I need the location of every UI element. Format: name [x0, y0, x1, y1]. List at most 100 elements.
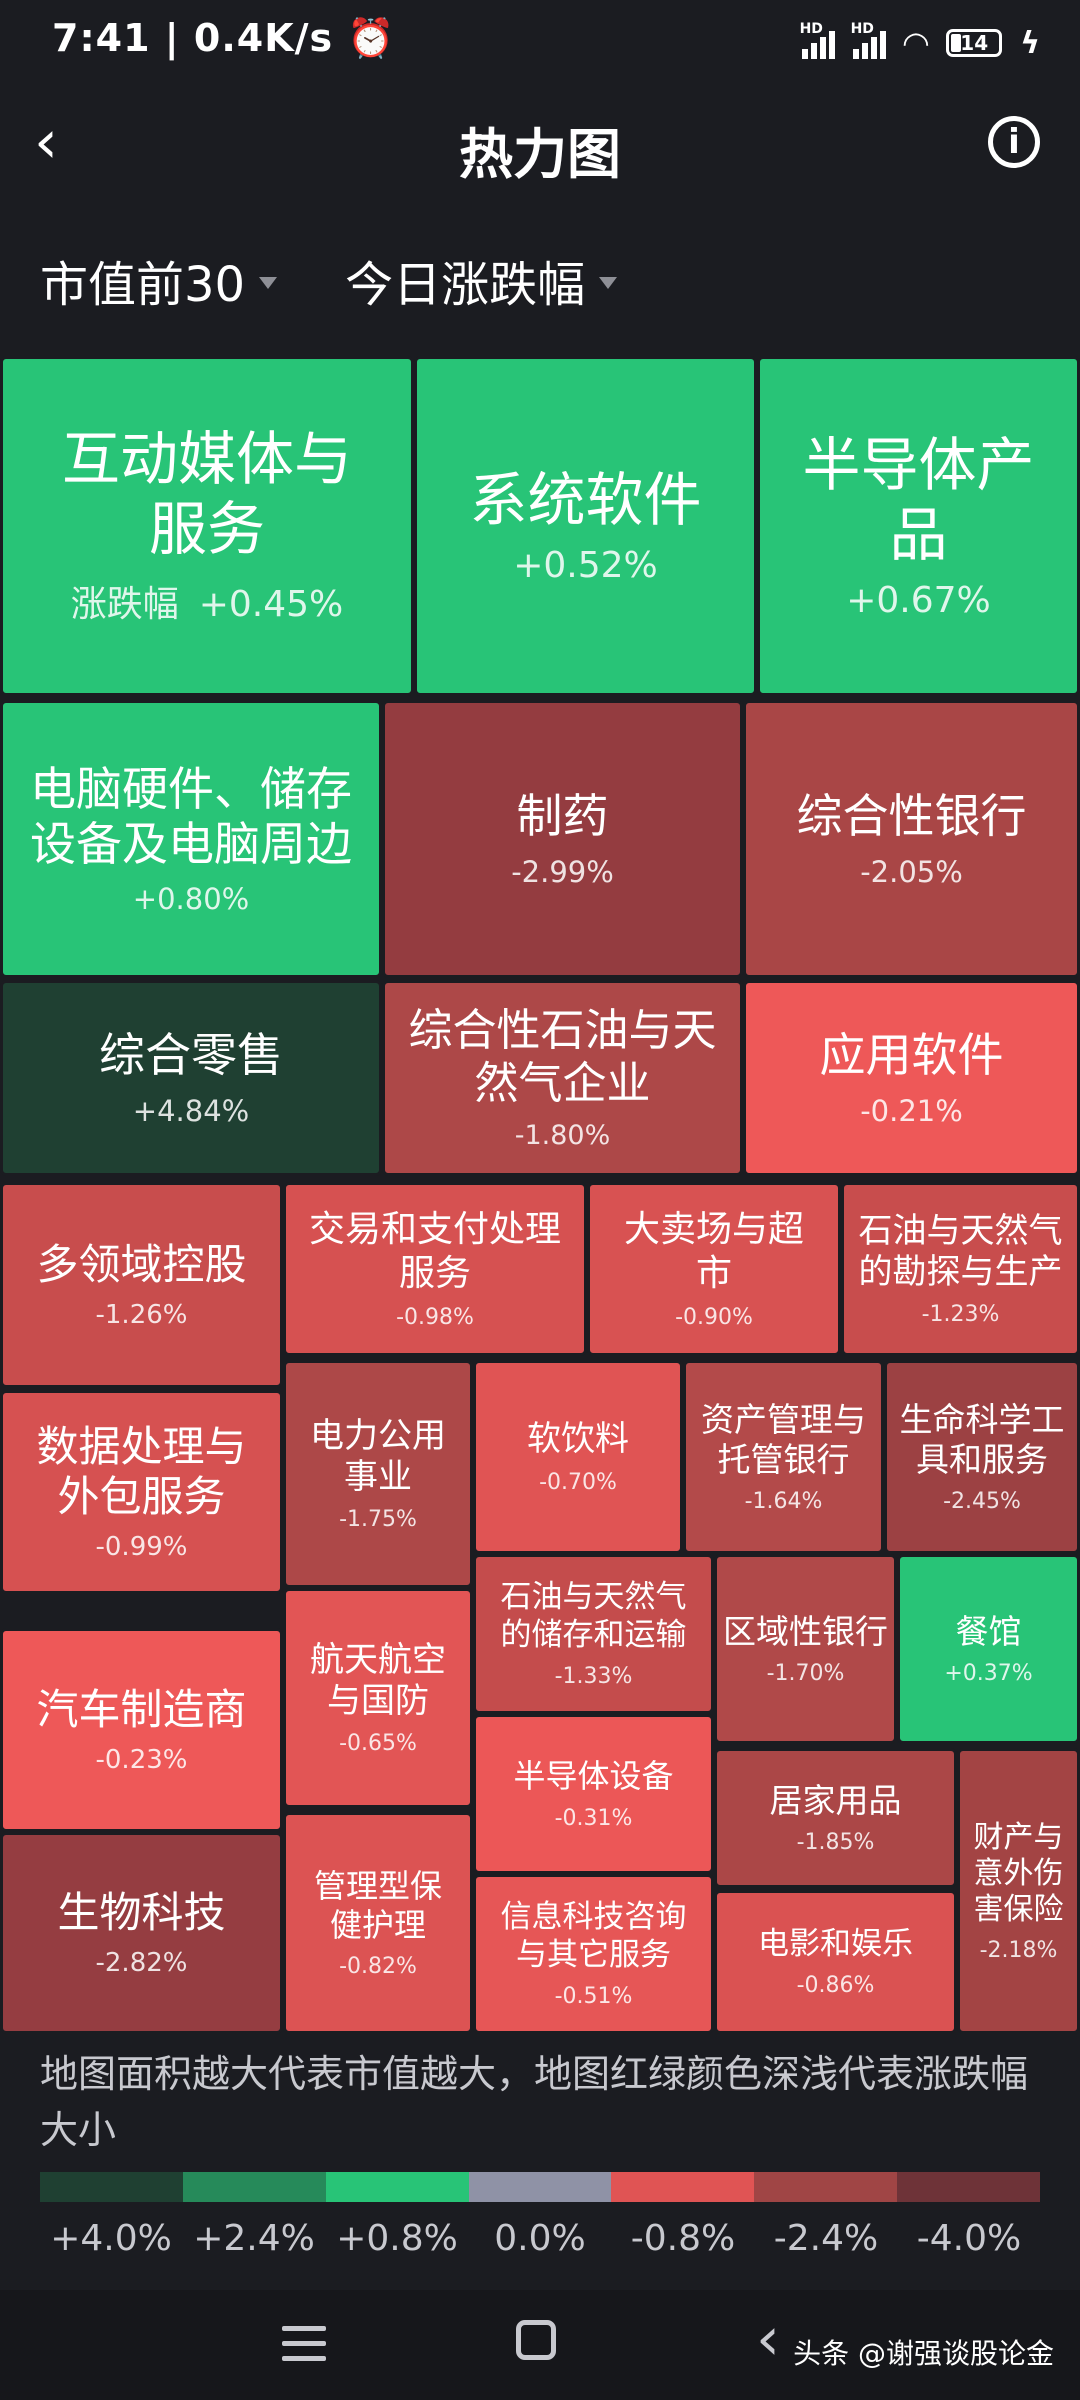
signal-icon: HD [800, 21, 835, 59]
change-value: -1.70% [766, 1661, 845, 1687]
heatmap-tile[interactable]: 汽车制造商 -0.23% [0, 1628, 283, 1832]
legend-swatch [325, 2172, 469, 2202]
tile-name: 电影和娱乐 [758, 1925, 913, 1962]
heatmap-tile[interactable]: 生命科学工 具和服务 -2.45% [884, 1360, 1080, 1554]
tile-name: 系统软件 [469, 465, 702, 534]
tile-change: +0.37% [944, 1661, 1032, 1686]
tile-change: +0.52% [513, 545, 658, 586]
change-value: -2.05% [860, 854, 963, 889]
heatmap-tile[interactable]: 航天航空 与国防 -0.65% [283, 1588, 473, 1808]
heatmap-tile[interactable]: 石油与天然气 的勘探与生产 -1.23% [841, 1182, 1080, 1356]
heatmap-tile[interactable]: 生物科技 -2.82% [0, 1832, 283, 2034]
change-value: -0.82% [339, 1953, 417, 1979]
tile-name: 多领域控股 [36, 1239, 247, 1289]
tile-change: -1.23% [922, 1302, 1000, 1327]
heatmap-tile[interactable]: 交易和支付处理 服务 -0.98% [283, 1182, 587, 1356]
heatmap-tile[interactable]: 管理型保 健护理 -0.82% [283, 1812, 473, 2034]
heatmap-tile[interactable]: 石油与天然气 的储存和运输 -1.33% [473, 1554, 714, 1714]
heatmap-tile[interactable]: 电影和娱乐 -0.86% [714, 1890, 957, 2034]
heatmap-tile[interactable]: 区域性银行 -1.70% [714, 1554, 897, 1744]
change-value: -1.85% [796, 1830, 875, 1856]
market-cap-filter[interactable]: 市值前30 [40, 240, 278, 320]
system-nav-bar: ‹ 头条 @谢强谈股论金 [0, 2290, 1080, 2400]
tile-name: 区域性银行 [723, 1611, 888, 1651]
legend-swatch [182, 2172, 326, 2202]
tile-change: -0.23% [96, 1745, 188, 1775]
heatmap-tile[interactable]: 信息科技咨询 与其它服务 -0.51% [473, 1874, 714, 2034]
tile-name: 综合零售 [99, 1028, 283, 1083]
heatmap-tile[interactable]: 互动媒体与 服务 涨跌幅 +0.45% [0, 356, 414, 696]
change-value: -0.21% [860, 1093, 963, 1128]
tile-name: 电力公用 事业 [310, 1415, 446, 1497]
tile-name: 交易和支付处理 服务 [308, 1209, 561, 1294]
heatmap-tile[interactable]: 电脑硬件、储存 设备及电脑周边 +0.80% [0, 700, 382, 978]
change-value: +0.52% [513, 545, 658, 587]
heatmap-tile[interactable]: 半导体产 品 +0.67% [757, 356, 1080, 696]
heatmap-tile[interactable]: 餐馆 +0.37% [897, 1554, 1080, 1744]
legend-label: 0.0% [494, 2218, 586, 2259]
legend-label: +2.4% [193, 2218, 315, 2259]
chevron-left-icon[interactable]: ‹ [34, 107, 58, 177]
heatmap-tile[interactable]: 制药 -2.99% [382, 700, 743, 978]
tile-name: 大卖场与超 市 [623, 1209, 804, 1294]
heatmap-tile[interactable]: 居家用品 -1.85% [714, 1748, 957, 1888]
change-value: +0.37% [944, 1661, 1033, 1687]
tile-change: -0.21% [860, 1094, 963, 1128]
status-left: 7:41 | 0.4K/s ⏰ [52, 16, 396, 60]
change-value: -2.99% [511, 854, 614, 889]
battery-icon: 14 [946, 29, 1003, 57]
heatmap-tile[interactable]: 软饮料 -0.70% [473, 1360, 683, 1554]
heatmap-tile[interactable]: 系统软件 +0.52% [414, 356, 757, 696]
tile-change: -1.70% [767, 1661, 845, 1686]
change-value: -0.65% [339, 1731, 417, 1757]
change-value: +0.45% [198, 583, 344, 625]
heatmap-tile[interactable]: 资产管理与 托管银行 -1.64% [683, 1360, 884, 1554]
change-value: -2.18% [979, 1937, 1058, 1963]
change-value: -2.82% [95, 1948, 188, 1979]
change-value: -0.98% [396, 1304, 474, 1330]
change-period-filter[interactable]: 今日涨跌幅 [345, 240, 618, 320]
legend-label: -2.4% [773, 2218, 879, 2259]
back-icon[interactable]: ‹ [756, 2304, 780, 2374]
info-icon[interactable]: i [988, 116, 1040, 168]
tile-change: +0.80% [133, 882, 249, 916]
change-label: 涨跌幅 [70, 583, 179, 625]
legend-swatch [754, 2172, 898, 2202]
heatmap-tile[interactable]: 大卖场与超 市 -0.90% [587, 1182, 841, 1356]
heatmap-tile[interactable]: 综合零售 +4.84% [0, 980, 382, 1176]
tile-name: 管理型保 健护理 [313, 1867, 442, 1944]
heatmap-tile[interactable]: 综合性银行 -2.05% [743, 700, 1080, 978]
legend-label: -4.0% [916, 2218, 1022, 2259]
change-value: +0.80% [132, 882, 250, 917]
heatmap-tile[interactable]: 综合性石油与天 然气企业 -1.80% [382, 980, 743, 1176]
menu-icon[interactable] [282, 2326, 326, 2371]
heatmap-tile[interactable]: 数据处理与 外包服务 -0.99% [0, 1390, 283, 1594]
filter-bar: 市值前30 今日涨跌幅 [40, 240, 618, 320]
legend-label: -0.8% [630, 2218, 736, 2259]
heatmap-tile[interactable]: 应用软件 -0.21% [743, 980, 1080, 1176]
heatmap-tile[interactable]: 电力公用 事业 -1.75% [283, 1360, 473, 1588]
home-icon[interactable] [516, 2320, 556, 2360]
caret-down-icon [599, 277, 618, 289]
change-value: -0.31% [554, 1805, 633, 1831]
status-time: 7:41 [52, 16, 151, 60]
tile-change: -0.31% [555, 1806, 633, 1831]
caret-down-icon [259, 277, 278, 289]
change-value: -1.33% [554, 1663, 633, 1689]
change-value: -0.99% [95, 1532, 188, 1563]
legend-swatch [897, 2172, 1041, 2202]
tile-change: -2.45% [943, 1489, 1021, 1514]
tile-change: -2.99% [511, 855, 614, 889]
tile-change: -0.70% [539, 1470, 617, 1495]
tile-name: 软饮料 [527, 1419, 629, 1460]
net-speed: 0.4K/s [193, 16, 334, 60]
tile-name: 餐馆 [955, 1611, 1022, 1651]
heatmap-tile[interactable]: 多领域控股 -1.26% [0, 1182, 283, 1388]
charging-icon: ϟ [1020, 25, 1040, 61]
change-value: -0.51% [554, 1983, 633, 2009]
tile-change: -2.18% [980, 1938, 1058, 1963]
heatmap-tile[interactable]: 半导体设备 -0.31% [473, 1714, 714, 1874]
heatmap-tile[interactable]: 财产与 意外伤 害保险 -2.18% [957, 1748, 1080, 2034]
change-value: +4.84% [132, 1093, 250, 1128]
change-value: -1.64% [744, 1489, 823, 1515]
